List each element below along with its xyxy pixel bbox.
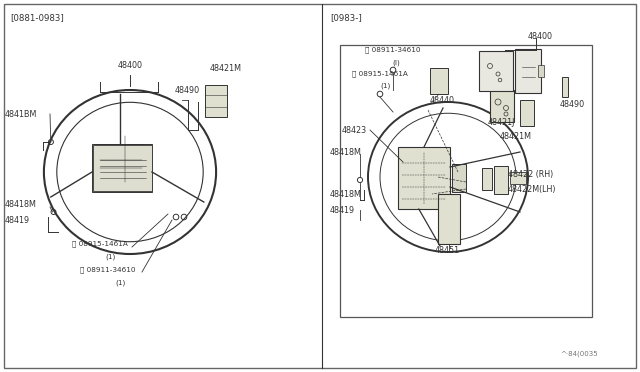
- Text: Ⓝ 08911-34610: Ⓝ 08911-34610: [80, 267, 136, 273]
- Text: [0881-0983]: [0881-0983]: [10, 13, 64, 22]
- Text: Ⓝ 08911-34610: Ⓝ 08911-34610: [365, 47, 420, 53]
- Text: 48451: 48451: [435, 246, 460, 254]
- Text: Ⓟ 08915-1461A: Ⓟ 08915-1461A: [352, 71, 408, 77]
- Text: 48421J: 48421J: [488, 118, 515, 126]
- Text: Ⓟ 08915-1461A: Ⓟ 08915-1461A: [72, 241, 128, 247]
- Text: 48418M: 48418M: [330, 148, 362, 157]
- Text: 48418M: 48418M: [330, 189, 362, 199]
- Text: 48490: 48490: [560, 99, 585, 109]
- Text: 4841BM: 4841BM: [5, 109, 37, 119]
- Text: 48418M: 48418M: [5, 199, 37, 208]
- Text: (1): (1): [115, 280, 125, 286]
- Bar: [490, 90, 514, 122]
- FancyBboxPatch shape: [93, 145, 152, 191]
- Bar: [340, 45, 592, 317]
- Text: (I): (I): [392, 60, 400, 66]
- Bar: [538, 65, 544, 77]
- Text: (1): (1): [380, 83, 390, 89]
- Text: 48421M: 48421M: [500, 131, 532, 141]
- Text: ^·84(0035: ^·84(0035: [560, 351, 598, 357]
- Bar: [438, 194, 460, 244]
- Bar: [205, 85, 227, 117]
- Bar: [562, 77, 568, 97]
- FancyBboxPatch shape: [479, 51, 513, 91]
- FancyBboxPatch shape: [520, 100, 534, 126]
- Text: 48422M(LH): 48422M(LH): [508, 185, 557, 193]
- Text: 48419: 48419: [330, 205, 355, 215]
- Text: 48422 (RH): 48422 (RH): [508, 170, 553, 179]
- Text: [0983-]: [0983-]: [330, 13, 362, 22]
- FancyBboxPatch shape: [515, 49, 541, 93]
- Text: 48419: 48419: [5, 215, 30, 224]
- Text: 48490: 48490: [175, 86, 200, 94]
- Text: 48400: 48400: [118, 61, 143, 70]
- Bar: [510, 172, 526, 184]
- Text: 48400: 48400: [528, 32, 553, 41]
- Text: 48423: 48423: [342, 125, 367, 135]
- Text: 48421M: 48421M: [210, 64, 242, 73]
- Polygon shape: [92, 144, 152, 192]
- Bar: [398, 147, 450, 209]
- Bar: [494, 166, 508, 194]
- Text: 48440: 48440: [430, 96, 455, 105]
- Bar: [452, 164, 466, 192]
- Bar: [430, 68, 448, 94]
- Bar: [482, 168, 492, 190]
- Text: (1): (1): [105, 254, 115, 260]
